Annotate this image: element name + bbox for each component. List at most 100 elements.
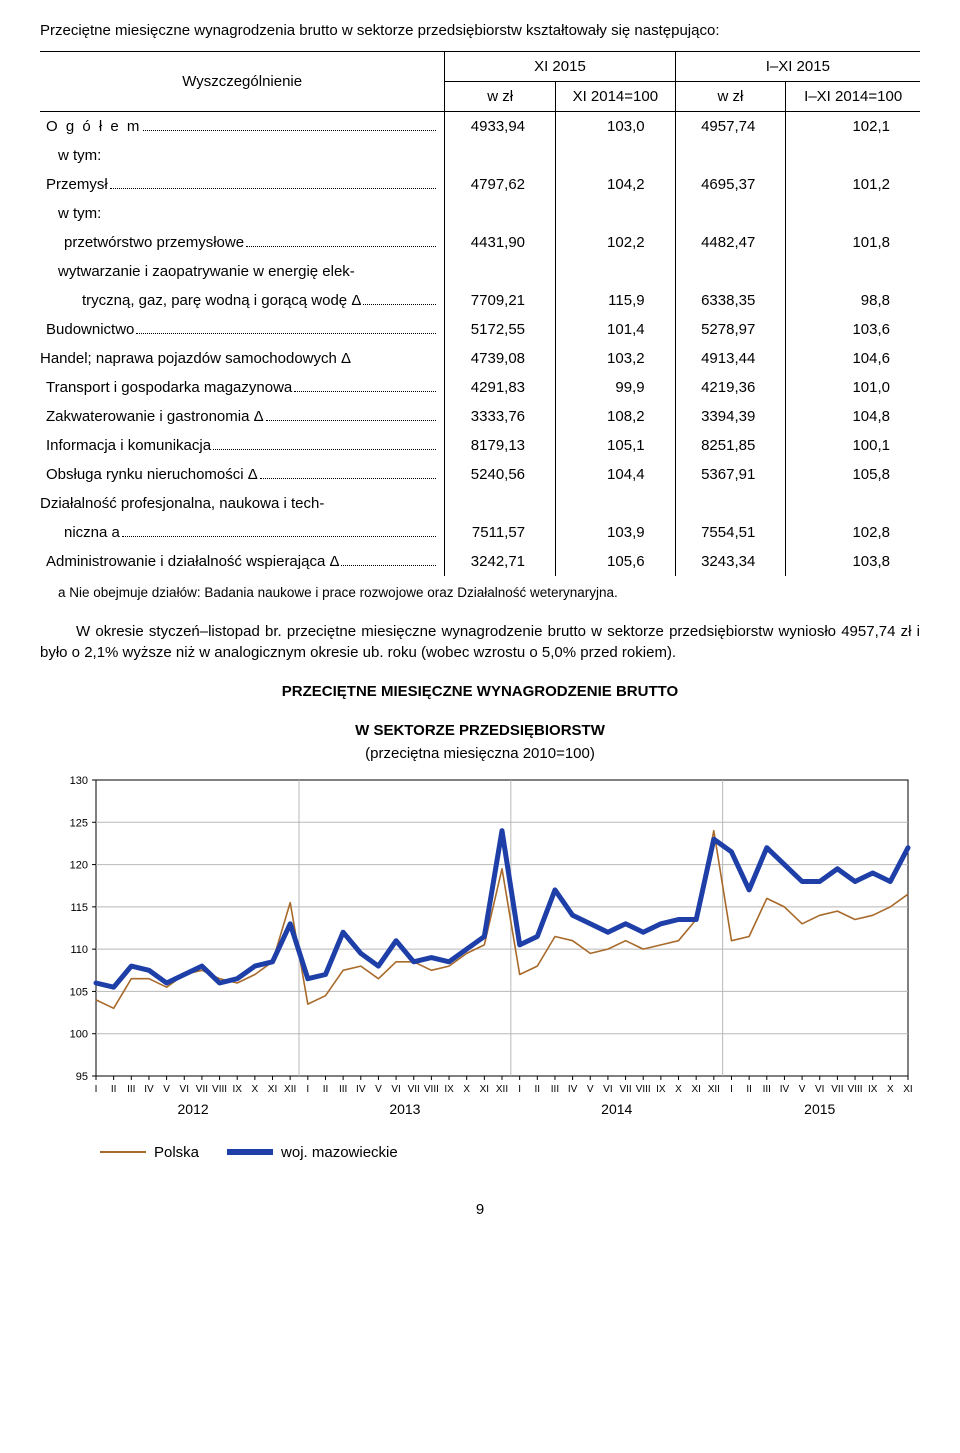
cell: 103,0	[556, 112, 676, 142]
svg-text:IV: IV	[780, 1084, 790, 1095]
cell: 104,4	[556, 460, 676, 489]
cell: 102,2	[556, 228, 676, 257]
table-row: niczna a7511,57103,97554,51102,8	[40, 518, 920, 547]
cell: 5240,56	[445, 460, 556, 489]
svg-text:130: 130	[70, 775, 88, 787]
svg-text:125: 125	[70, 817, 88, 829]
chart-title-line1: PRZECIĘTNE MIESIĘCZNE WYNAGRODZENIE BRUT…	[40, 681, 920, 702]
cell: 6338,35	[675, 286, 786, 315]
table-row: wytwarzanie i zaopatrywanie w energię el…	[40, 257, 920, 286]
cell: 103,8	[786, 547, 920, 576]
svg-text:III: III	[551, 1084, 559, 1095]
cell	[445, 489, 556, 518]
cell: 101,4	[556, 315, 676, 344]
cell: 108,2	[556, 402, 676, 431]
th-col4: I–XI 2014=100	[786, 82, 920, 112]
svg-text:IX: IX	[444, 1084, 454, 1095]
table-row: Działalność profesjonalna, naukowa i tec…	[40, 489, 920, 518]
svg-text:VIII: VIII	[848, 1084, 863, 1095]
cell: 100,1	[786, 431, 920, 460]
legend-label-polska: Polska	[154, 1142, 199, 1163]
svg-text:110: 110	[70, 944, 88, 956]
svg-text:XI: XI	[903, 1084, 912, 1095]
svg-text:IX: IX	[656, 1084, 666, 1095]
chart-container: 95100105110115120125130IIIIIIIVVVIVIIVII…	[40, 772, 920, 1132]
legend-swatch-polska	[100, 1151, 146, 1153]
svg-text:V: V	[799, 1084, 806, 1095]
th-rowlabel: Wyszczególnienie	[40, 52, 445, 112]
svg-text:V: V	[375, 1084, 382, 1095]
cell	[556, 141, 676, 170]
row-label: Działalność profesjonalna, naukowa i tec…	[40, 489, 445, 518]
cell	[786, 199, 920, 228]
table-row: Handel; naprawa pojazdów samochodowych Δ…	[40, 344, 920, 373]
row-label: w tym:	[40, 199, 445, 228]
table-footnote: a Nie obejmuje działów: Badania naukowe …	[58, 584, 920, 603]
cell: 4291,83	[445, 373, 556, 402]
cell: 8251,85	[675, 431, 786, 460]
th-period1: XI 2015	[445, 52, 675, 82]
table-row: przetwórstwo przemysłowe4431,90102,24482…	[40, 228, 920, 257]
svg-text:VI: VI	[815, 1084, 824, 1095]
svg-text:VI: VI	[391, 1084, 400, 1095]
cell: 98,8	[786, 286, 920, 315]
cell	[786, 489, 920, 518]
row-label: Informacja i komunikacja	[40, 431, 445, 460]
svg-text:II: II	[746, 1084, 752, 1095]
svg-text:2015: 2015	[804, 1101, 835, 1117]
cell: 4695,37	[675, 170, 786, 199]
svg-text:II: II	[111, 1084, 117, 1095]
svg-text:XI: XI	[268, 1084, 277, 1095]
row-label: niczna a	[40, 518, 445, 547]
svg-text:VI: VI	[180, 1084, 189, 1095]
svg-text:2012: 2012	[178, 1101, 209, 1117]
table-row: O g ó ł e m4933,94103,04957,74102,1	[40, 112, 920, 142]
svg-text:VIII: VIII	[636, 1084, 651, 1095]
row-label: O g ó ł e m	[40, 112, 445, 142]
table-row: w tym:	[40, 141, 920, 170]
svg-text:X: X	[887, 1084, 894, 1095]
cell	[675, 199, 786, 228]
table-row: Budownictwo5172,55101,45278,97103,6	[40, 315, 920, 344]
table-row: Obsługa rynku nieruchomości Δ5240,56104,…	[40, 460, 920, 489]
svg-text:I: I	[518, 1084, 521, 1095]
intro-text: Przeciętne miesięczne wynagrodzenia brut…	[40, 20, 920, 41]
table-row: Przemysł4797,62104,24695,37101,2	[40, 170, 920, 199]
svg-text:IX: IX	[868, 1084, 878, 1095]
cell: 4431,90	[445, 228, 556, 257]
cell: 5278,97	[675, 315, 786, 344]
th-col1: w zł	[445, 82, 556, 112]
th-col3: w zł	[675, 82, 786, 112]
cell: 99,9	[556, 373, 676, 402]
cell: 115,9	[556, 286, 676, 315]
svg-text:95: 95	[76, 1071, 88, 1083]
svg-text:IV: IV	[568, 1084, 578, 1095]
row-label: Budownictwo	[40, 315, 445, 344]
cell: 4482,47	[675, 228, 786, 257]
cell: 3243,34	[675, 547, 786, 576]
legend-item-polska: Polska	[100, 1142, 199, 1163]
table-row: Informacja i komunikacja8179,13105,18251…	[40, 431, 920, 460]
cell: 7709,21	[445, 286, 556, 315]
cell: 4957,74	[675, 112, 786, 142]
cell: 4219,36	[675, 373, 786, 402]
svg-text:115: 115	[70, 902, 88, 914]
cell: 101,8	[786, 228, 920, 257]
svg-text:VII: VII	[408, 1084, 420, 1095]
body-paragraph: W okresie styczeń–listopad br. przeciętn…	[40, 621, 920, 663]
cell	[786, 141, 920, 170]
legend-label-mazowieckie: woj. mazowieckie	[281, 1142, 398, 1163]
cell	[786, 257, 920, 286]
wages-table: Wyszczególnienie XI 2015 I–XI 2015 w zł …	[40, 51, 920, 576]
cell: 102,1	[786, 112, 920, 142]
cell: 103,9	[556, 518, 676, 547]
cell	[556, 257, 676, 286]
cell: 105,8	[786, 460, 920, 489]
chart-subtitle: (przeciętna miesięczna 2010=100)	[40, 743, 920, 764]
line-chart: 95100105110115120125130IIIIIIIVVVIVIIVII…	[40, 772, 920, 1132]
cell: 4797,62	[445, 170, 556, 199]
cell: 104,6	[786, 344, 920, 373]
cell: 3242,71	[445, 547, 556, 576]
th-col2: XI 2014=100	[556, 82, 676, 112]
legend-swatch-mazowieckie	[227, 1149, 273, 1155]
